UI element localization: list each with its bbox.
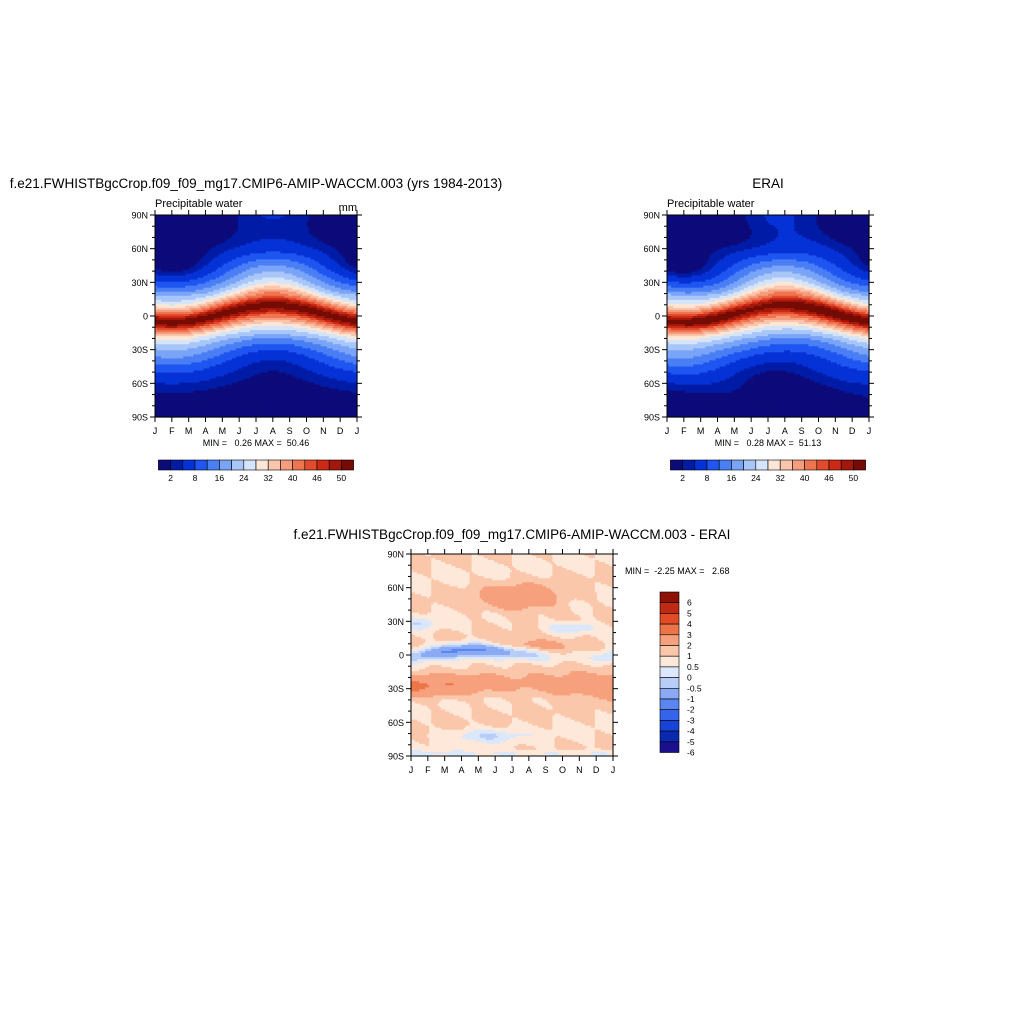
panel-model-contours [155,215,358,418]
panel-model-subtitle-right: mm [339,202,357,214]
panel-model-subtitle-left: Precipitable water [155,198,243,210]
panel-model: f.e21.FWHISTBgcCrop.f09_f09_mg17.CMIP6-A… [10,176,502,483]
panel-model-title: f.e21.FWHISTBgcCrop.f09_f09_mg17.CMIP6-A… [10,176,502,191]
